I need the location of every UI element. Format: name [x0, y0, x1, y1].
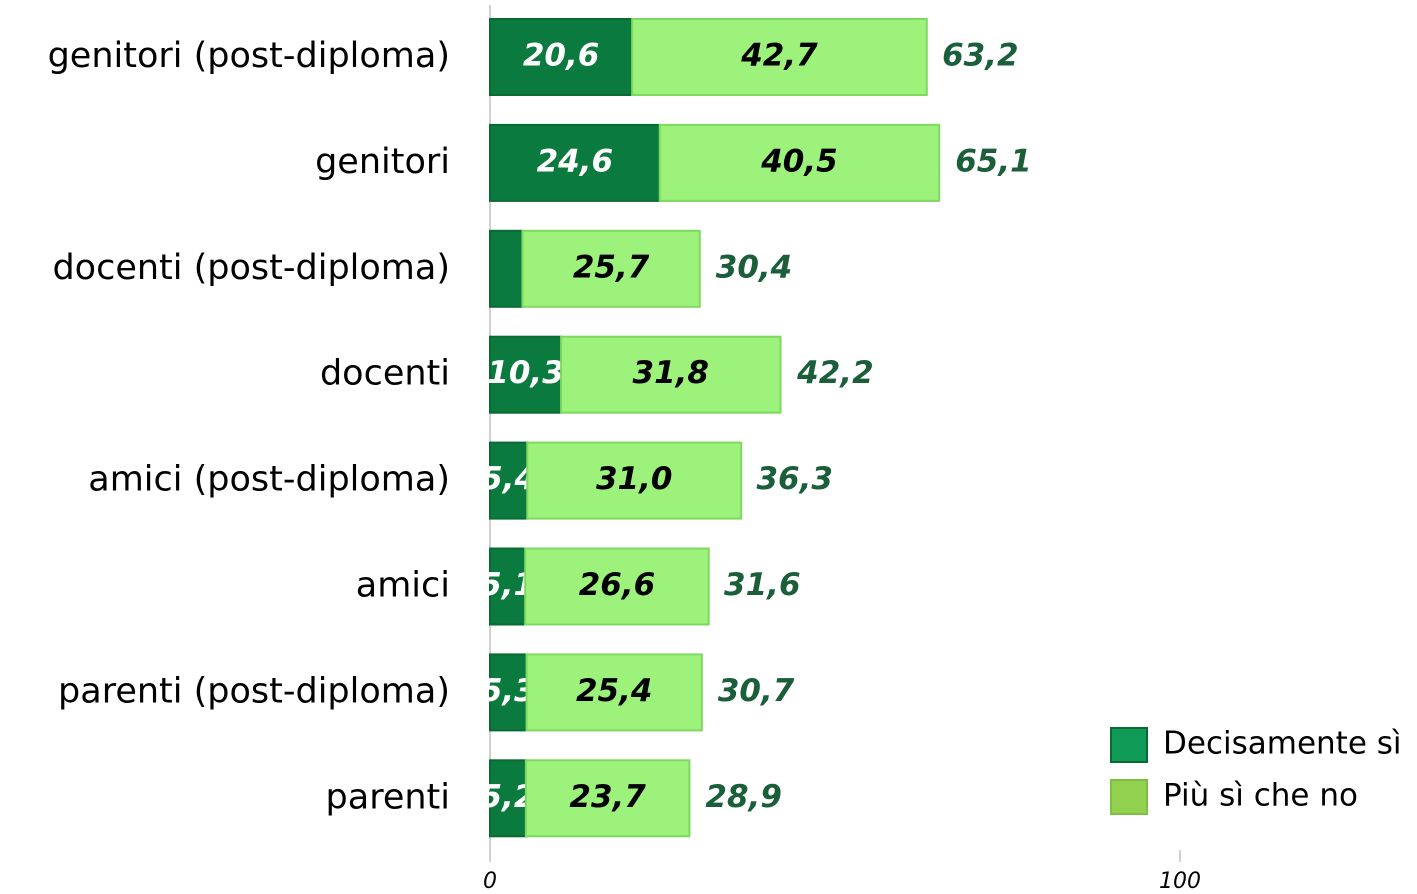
y-tick-label: genitori (post-diploma)	[48, 36, 450, 76]
bar-segment	[489, 123, 661, 202]
bar-segment	[489, 229, 524, 308]
total-label: 31,6	[724, 567, 801, 603]
y-tick-label: docenti (post-diploma)	[52, 248, 450, 288]
bar-segment	[658, 123, 941, 202]
legend-label: Più sì che no	[1163, 778, 1358, 814]
data-label: 20,6	[523, 38, 600, 74]
y-tick-label: parenti	[326, 777, 450, 817]
y-tick-label: amici (post-diploma)	[88, 460, 450, 500]
data-label: 31,8	[633, 355, 710, 391]
legend-swatch	[1110, 727, 1148, 763]
bar-segment	[524, 547, 710, 626]
data-label: 42,7	[740, 38, 818, 74]
total-label: 30,4	[716, 249, 793, 285]
legend-swatch	[1110, 779, 1148, 815]
bar-segment	[489, 18, 634, 96]
bar-segment	[560, 335, 782, 414]
total-label: 28,9	[705, 779, 782, 815]
data-label: 24,6	[537, 143, 614, 179]
bar-segment	[525, 653, 703, 732]
x-tick-label: 0	[483, 869, 497, 894]
x-tick-label: 100	[1159, 869, 1201, 894]
bar-segment	[521, 229, 701, 308]
y-tick-label: parenti (post-diploma)	[58, 671, 450, 711]
y-tick-label: amici	[356, 566, 450, 606]
total-label: 65,1	[955, 143, 1031, 179]
bar-segment	[489, 547, 527, 626]
data-label: 25,4	[576, 673, 653, 709]
legend-label: Decisamente sì	[1163, 726, 1402, 762]
total-label: 36,3	[756, 461, 833, 497]
total-label: 63,2	[942, 38, 1019, 74]
data-label: 23,7	[569, 779, 646, 815]
bar-segment	[524, 759, 691, 838]
total-label: 42,2	[796, 355, 874, 391]
bar-segment	[631, 18, 928, 96]
data-label: 26,6	[579, 567, 656, 603]
bar-segment	[489, 759, 527, 838]
bar-segment	[489, 441, 529, 520]
data-label: 25,7	[573, 249, 650, 285]
bar-segment	[526, 441, 743, 520]
y-tick-label: genitori	[315, 142, 450, 182]
data-label: 31,0	[596, 461, 673, 497]
data-label: 40,5	[760, 143, 838, 179]
data-label: 10,3	[487, 355, 564, 391]
bar-segment	[489, 335, 563, 414]
y-tick-label: docenti	[320, 354, 450, 394]
total-label: 30,7	[718, 673, 795, 709]
